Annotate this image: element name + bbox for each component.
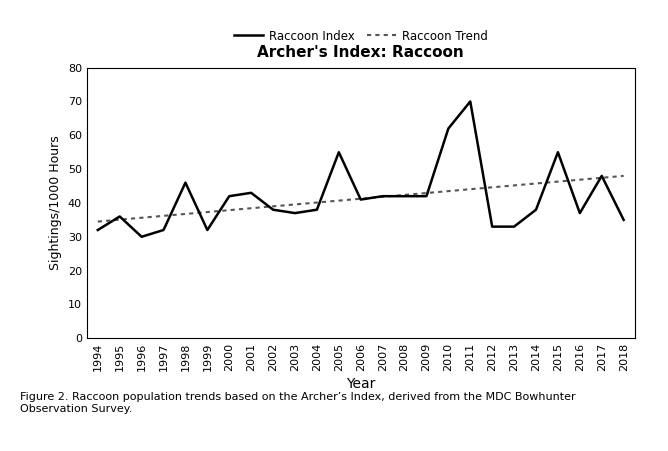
Legend: Raccoon Index, Raccoon Trend: Raccoon Index, Raccoon Trend — [229, 25, 492, 47]
Y-axis label: Sightings/1000 Hours: Sightings/1000 Hours — [49, 136, 62, 270]
X-axis label: Year: Year — [346, 377, 375, 391]
Text: Figure 2. Raccoon population trends based on the Archer’s Index, derived from th: Figure 2. Raccoon population trends base… — [20, 392, 576, 414]
Title: Archer's Index: Raccoon: Archer's Index: Raccoon — [257, 45, 464, 60]
